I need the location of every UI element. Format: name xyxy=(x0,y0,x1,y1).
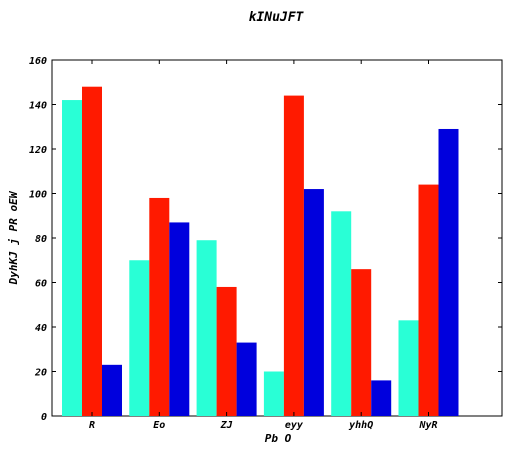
bars-group xyxy=(62,86,459,417)
bar-yhhQ-series-1 xyxy=(331,211,352,416)
bar-Eo-series-3 xyxy=(169,222,190,416)
y-tick-label: 60 xyxy=(35,279,47,290)
y-tick-label: 100 xyxy=(29,190,47,201)
x-tick-label: NyR xyxy=(418,420,437,431)
x-tick-label: ZJ xyxy=(220,420,233,431)
x-tick-label: Eo xyxy=(153,420,165,431)
x-tick-label: R xyxy=(89,420,95,431)
bar-eyy-series-3 xyxy=(303,189,324,416)
x-tick-label: yhhQ xyxy=(348,420,373,431)
bar-R-series-2 xyxy=(82,86,102,416)
y-tick-label: 20 xyxy=(34,368,47,379)
chart-title: kINuJFT xyxy=(249,10,305,25)
y-axis: 0 20 40 60 80 100 120 140 160 xyxy=(29,56,502,423)
y-tick-label: 120 xyxy=(29,145,47,156)
bar-ZJ-series-2 xyxy=(216,286,237,416)
y-tick-label: 140 xyxy=(29,101,47,112)
y-tick-label: 160 xyxy=(29,56,47,67)
x-axis-label: Pb O xyxy=(265,432,292,445)
x-tick-label: eyy xyxy=(285,420,304,431)
x-axis: R Eo ZJ eyy yhhQ NyR xyxy=(89,60,438,431)
y-tick-label: 80 xyxy=(35,234,47,245)
bar-NyR-series-3 xyxy=(438,128,459,416)
bar-eyy-series-1 xyxy=(263,371,284,416)
y-tick-label: 0 xyxy=(41,412,47,423)
bar-Eo-series-2 xyxy=(149,197,170,416)
bar-R-series-1 xyxy=(62,100,82,417)
bar-ZJ-series-3 xyxy=(236,342,257,416)
bar-yhhQ-series-3 xyxy=(371,380,392,416)
bar-ZJ-series-1 xyxy=(196,240,217,416)
bar-NyR-series-2 xyxy=(418,184,439,416)
bar-Eo-series-1 xyxy=(129,260,150,416)
bar-eyy-series-2 xyxy=(283,95,304,416)
y-axis-label: DyhKJ j PR oEW xyxy=(7,190,20,285)
bar-R-series-3 xyxy=(102,364,122,416)
bar-NyR-series-1 xyxy=(398,320,419,416)
bar-yhhQ-series-2 xyxy=(351,269,372,416)
y-tick-label: 40 xyxy=(35,323,47,334)
